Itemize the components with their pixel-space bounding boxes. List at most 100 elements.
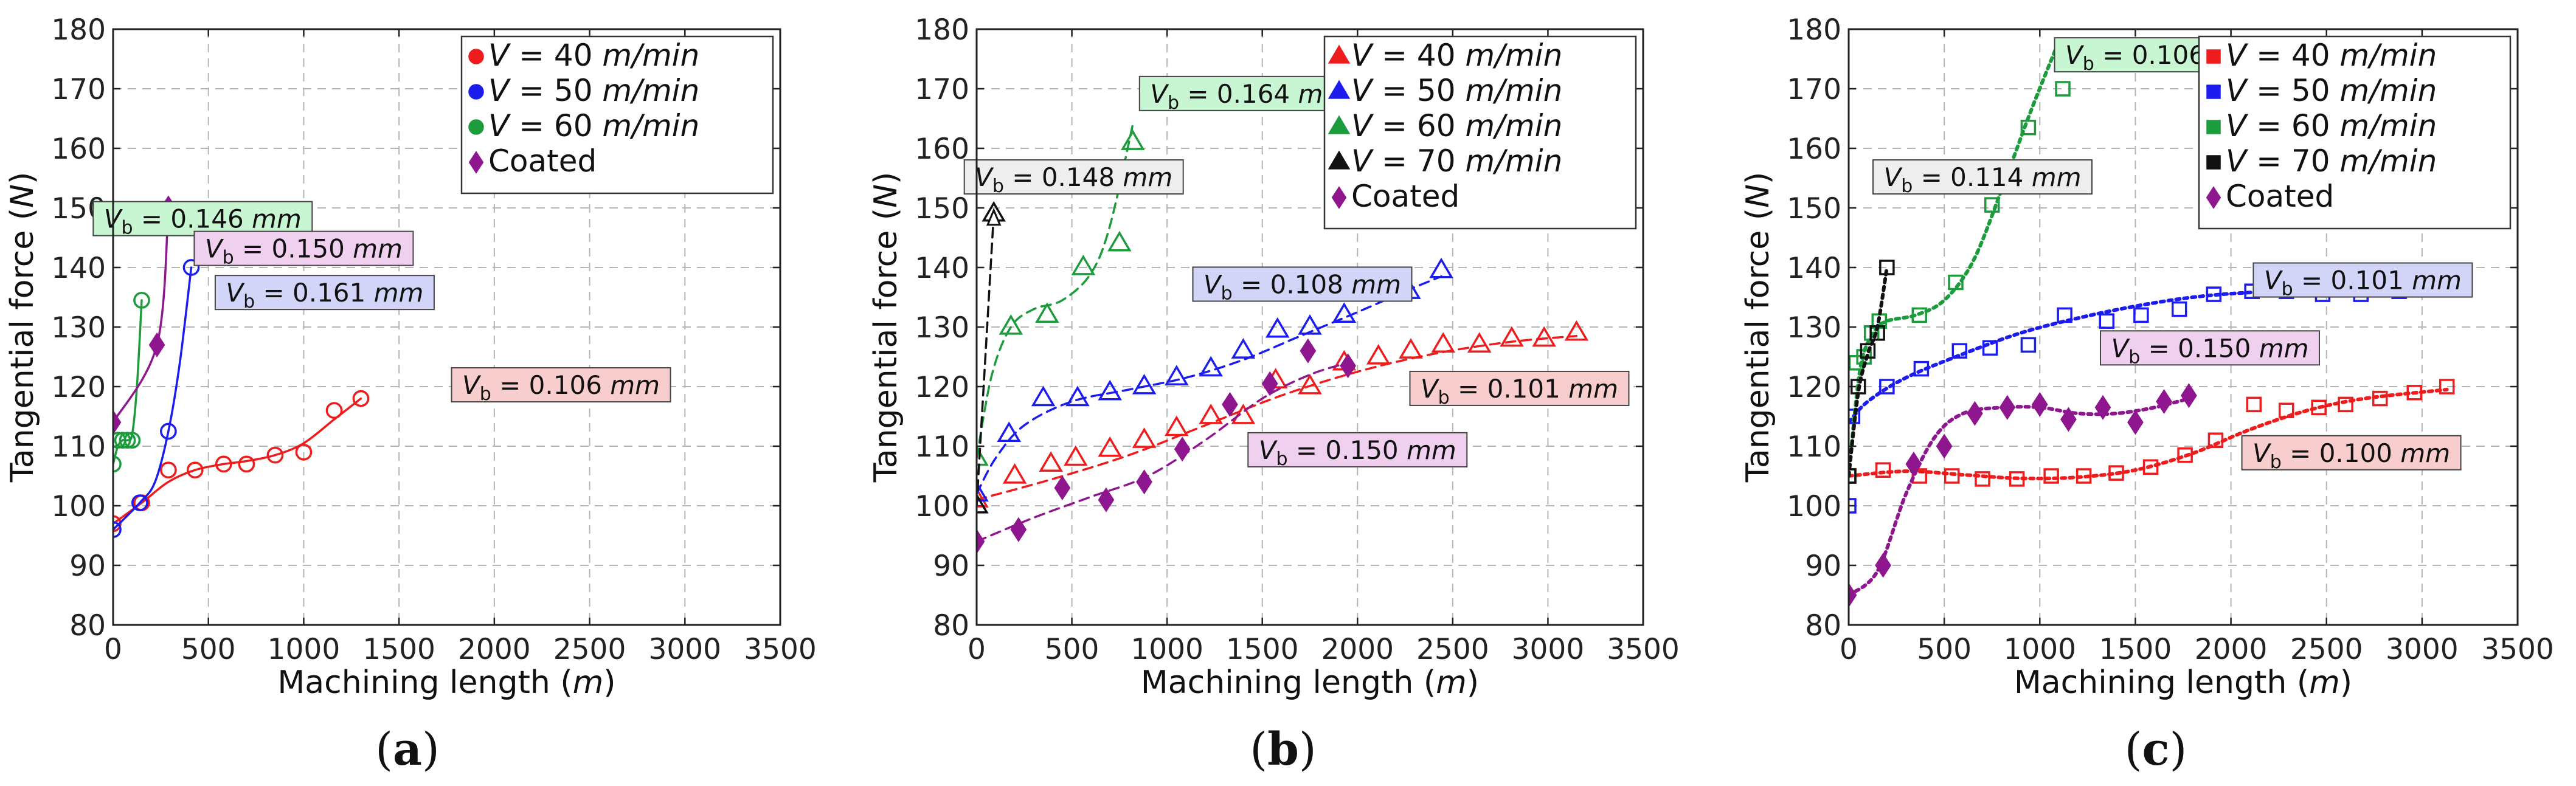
- data-point: [295, 443, 313, 461]
- legend-marker: [1328, 115, 1351, 134]
- legend-marker: [468, 49, 484, 64]
- y-tick-label: 160: [51, 133, 106, 166]
- y-tick-label: 150: [915, 192, 969, 226]
- data-point: [1222, 391, 1238, 417]
- annotation-label: Vb = 0.150 mm: [2111, 333, 2308, 368]
- data-point: [2181, 383, 2197, 409]
- data-point: [1967, 401, 1983, 426]
- annotation-unit: mm: [2412, 266, 2462, 295]
- legend-marker: [1328, 80, 1351, 99]
- data-point: [1199, 403, 1223, 424]
- series-layer: [113, 195, 370, 539]
- series-line: [977, 275, 1442, 495]
- legend-v: V: [488, 73, 511, 108]
- legend-v: V: [488, 108, 511, 143]
- legend-label: V = 70 m/min: [1351, 143, 1562, 179]
- data-point: [1905, 451, 1922, 477]
- data-point: [2009, 471, 2025, 487]
- data-point: [2207, 432, 2224, 448]
- data-point: [1850, 379, 1866, 395]
- legend-box: [2198, 35, 2512, 230]
- x-tick-label: 500: [1045, 633, 1099, 666]
- panel-label: (a): [375, 723, 440, 776]
- annotation-box: [214, 275, 435, 311]
- x-tick-label: 3000: [1512, 633, 1585, 666]
- data-point: [148, 332, 165, 357]
- data-point: [1098, 436, 1122, 457]
- annotation-label: Vb = 0.146 mm: [104, 204, 302, 239]
- data-point: [160, 461, 177, 479]
- panel-paren-open: (: [1250, 723, 1267, 776]
- data-point: [113, 455, 122, 473]
- y-tick-label: 110: [915, 430, 969, 464]
- annotation-unit: mm: [2259, 333, 2309, 363]
- series-line: [977, 334, 1578, 501]
- annotation-label: Vb = 0.106 mm: [462, 370, 660, 405]
- legend-eq: = 50: [1372, 73, 1465, 108]
- data-point: [1199, 356, 1223, 377]
- x-tick-label: 1500: [1226, 633, 1299, 666]
- data-point: [1231, 338, 1256, 359]
- data-point: [2338, 396, 2353, 413]
- annotation-value: = 0.106: [491, 370, 610, 400]
- annotation: Vb = 0.106 mm: [451, 367, 671, 405]
- annotation-sub: b: [1221, 283, 1233, 304]
- series-line: [977, 123, 1134, 460]
- annotation-sub: b: [2083, 53, 2094, 75]
- annotation-sub: b: [2270, 452, 2282, 473]
- y-tick-label: 170: [51, 73, 106, 106]
- annotation-v: V: [2065, 40, 2085, 70]
- y-axis-label-prefix: Tangential force (: [868, 208, 904, 483]
- data-point: [1849, 582, 1857, 608]
- data-point: [1132, 373, 1157, 395]
- y-tick-label: 110: [51, 430, 106, 464]
- legend-label: V = 60 m/min: [1351, 108, 1562, 143]
- annotation-sub: b: [243, 291, 255, 312]
- y-tick-label: 120: [915, 371, 969, 404]
- annotation-value: = 0.108: [1233, 269, 1351, 299]
- x-tick-label: 3000: [2386, 633, 2459, 666]
- data-point: [1429, 257, 1453, 278]
- data-point: [133, 292, 150, 309]
- y-tick-label: 140: [1787, 252, 1841, 285]
- data-point: [2055, 81, 2071, 97]
- legend-label: V = 50 m/min: [488, 73, 699, 108]
- x-tick-label: 1000: [2003, 633, 2076, 666]
- legend-marker: [2206, 155, 2221, 170]
- data-point: [977, 445, 989, 466]
- y-tick-label: 130: [915, 311, 969, 345]
- y-axis-label-suffix: ): [4, 172, 41, 184]
- annotation-v: V: [462, 370, 482, 400]
- data-point: [1999, 395, 2016, 420]
- legend-unit: m/min: [2339, 73, 2437, 108]
- data-point: [215, 455, 232, 473]
- data-point: [123, 432, 141, 449]
- data-point: [2372, 390, 2388, 407]
- legend-eq: = 60: [2246, 108, 2339, 143]
- data-point: [1010, 517, 1027, 542]
- legend-unit: m/min: [2339, 38, 2437, 73]
- legend-box: [460, 35, 774, 195]
- y-tick-label: 140: [51, 252, 106, 285]
- annotation-box: [1138, 75, 1359, 111]
- data-point: [1031, 385, 1056, 407]
- x-tick-label: 3500: [2481, 633, 2554, 666]
- data-point: [2439, 379, 2455, 395]
- annotation-label: Vb = 0.150 mm: [205, 234, 403, 269]
- data-point: [977, 529, 985, 554]
- x-axis-label-unit: m: [573, 664, 604, 701]
- panel-paren-open: (: [2125, 723, 2142, 776]
- annotation-box: [193, 230, 414, 266]
- panel-letter: b: [1267, 723, 1299, 776]
- data-point: [2133, 307, 2149, 323]
- legend-eq: = 40: [2246, 38, 2339, 73]
- y-tick-label: 90: [69, 550, 106, 583]
- y-axis-label-suffix: ): [1740, 172, 1776, 184]
- data-point: [977, 487, 989, 508]
- annotation-box: [1192, 266, 1413, 302]
- legend-eq: = 70: [1372, 143, 1465, 179]
- data-point: [131, 494, 148, 511]
- x-tick-label: 0: [1840, 633, 1858, 666]
- data-point: [160, 422, 177, 440]
